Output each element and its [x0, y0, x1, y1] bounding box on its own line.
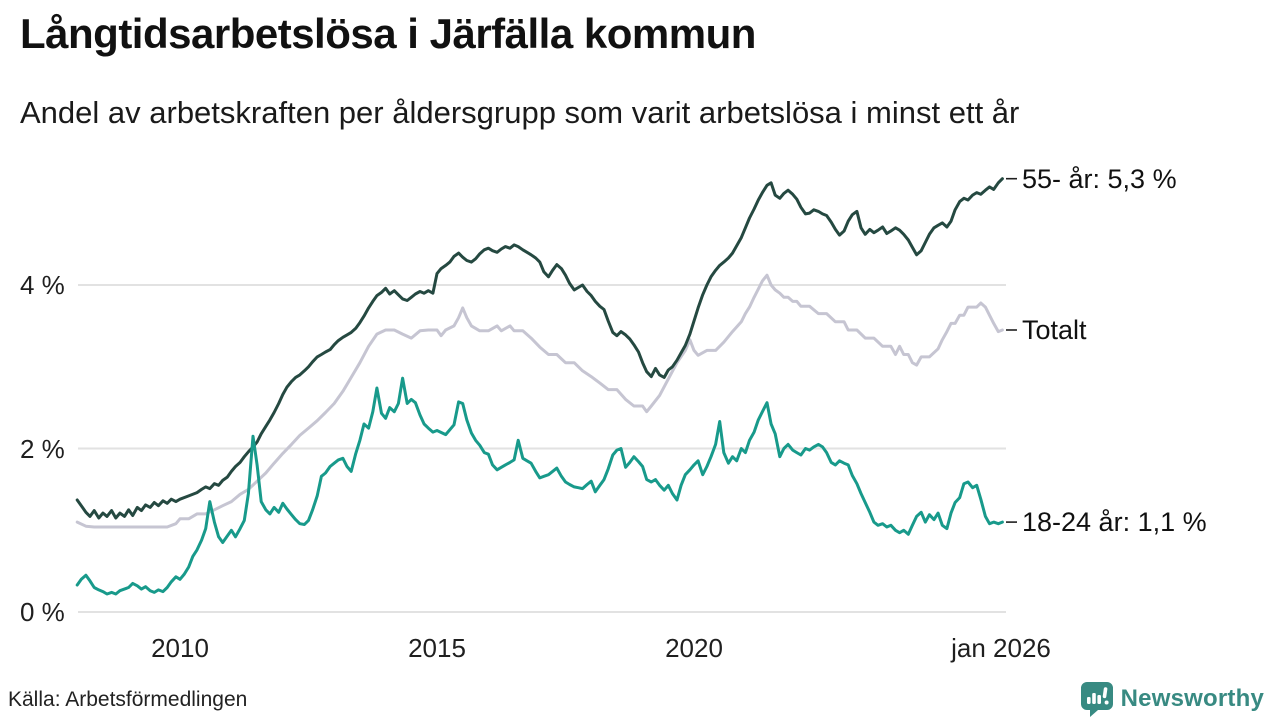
y-axis-label-2pct: 2 %	[20, 433, 65, 464]
series-end-label-55plus: 55- år: 5,3 %	[1022, 163, 1177, 194]
series-end-label-totalt: Totalt	[1022, 314, 1087, 345]
source-attribution: Källa: Arbetsförmedlingen	[8, 688, 248, 711]
series-line-55plus	[75, 177, 1004, 520]
y-axis-label-0pct: 0 %	[20, 597, 65, 627]
newsworthy-logo-icon	[1080, 681, 1114, 717]
x-axis-label-jan-2026: jan 2026	[951, 633, 1051, 663]
newsworthy-brand: Newsworthy	[1080, 681, 1264, 717]
x-axis-label-2015: 2015	[408, 633, 466, 663]
series-line-totalt	[75, 273, 1004, 529]
x-axis-label-2020: 2020	[665, 633, 723, 663]
series-line-18-24	[75, 376, 1004, 596]
page-title: Långtidsarbetslösa i Järfälla kommun	[20, 10, 756, 57]
series-end-label-18-24: 18-24 år: 1,1 %	[1022, 507, 1207, 538]
newsworthy-wordmark: Newsworthy	[1120, 685, 1264, 712]
chart-subtitle: Andel av arbetskraften per åldersgrupp s…	[20, 95, 1020, 130]
x-axis-label-2010: 2010	[151, 633, 209, 663]
y-axis-label-4pct: 4 %	[20, 270, 65, 300]
